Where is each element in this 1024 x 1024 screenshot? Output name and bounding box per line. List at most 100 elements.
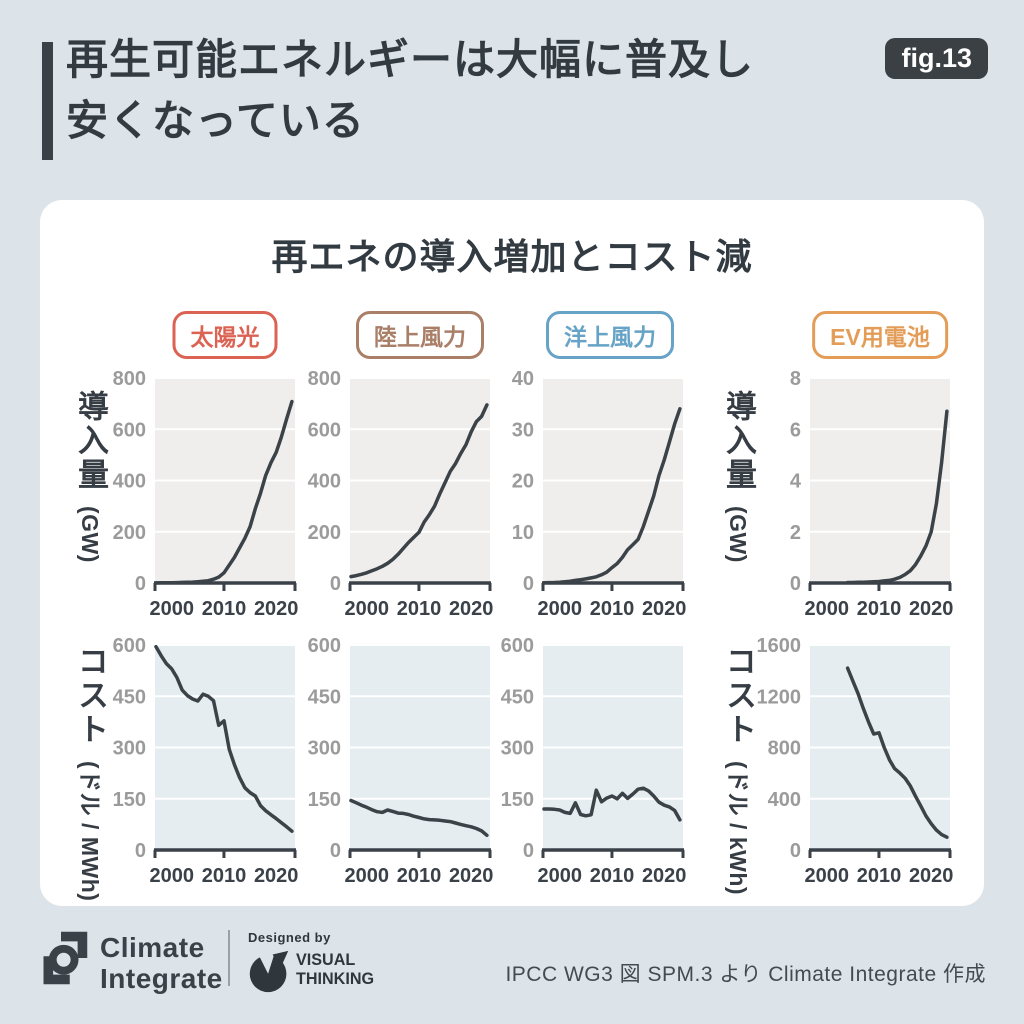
- adoption-label-text: 導入量: [73, 390, 108, 492]
- onshore-wind-cost-chart: 0 150 300 450 600 2000 2010 2020: [294, 635, 500, 890]
- svg-text:2020: 2020: [642, 865, 687, 887]
- svg-text:2010: 2010: [397, 598, 442, 620]
- svg-text:40: 40: [512, 370, 534, 390]
- figure-number-badge: fig.13: [885, 38, 988, 79]
- svg-text:2000: 2000: [344, 865, 389, 887]
- brand-line2: Integrate: [100, 963, 223, 995]
- category-pill-ev-battery: EV用電池: [812, 311, 948, 359]
- svg-text:2010: 2010: [590, 865, 635, 887]
- cost-unit-mwh-text: (ドル / MWh): [77, 761, 103, 902]
- svg-text:0: 0: [790, 573, 801, 595]
- svg-text:1600: 1600: [757, 637, 802, 657]
- footer-divider: [228, 930, 230, 986]
- designer-line2: THINKING: [296, 968, 375, 988]
- svg-text:2000: 2000: [344, 598, 389, 620]
- svg-text:2020: 2020: [449, 865, 494, 887]
- svg-text:2010: 2010: [857, 865, 902, 887]
- svg-text:2020: 2020: [254, 865, 299, 887]
- svg-text:600: 600: [308, 419, 341, 441]
- svg-text:2000: 2000: [149, 865, 194, 887]
- svg-text:2000: 2000: [537, 598, 582, 620]
- svg-text:2010: 2010: [590, 598, 635, 620]
- svg-text:4: 4: [790, 471, 802, 493]
- svg-text:0: 0: [135, 840, 146, 862]
- offshore-wind-cost-chart: 0 150 300 450 600 2000 2010 2020: [487, 635, 693, 890]
- svg-text:1200: 1200: [757, 686, 802, 708]
- svg-text:0: 0: [523, 573, 534, 595]
- svg-text:0: 0: [135, 573, 146, 595]
- svg-text:2000: 2000: [804, 598, 849, 620]
- designed-by-label: Designed by: [248, 930, 331, 945]
- svg-text:150: 150: [113, 789, 146, 811]
- category-pill-solar: 太陽光: [172, 311, 278, 359]
- svg-text:2010: 2010: [202, 865, 247, 887]
- svg-text:2: 2: [790, 522, 801, 544]
- svg-text:6: 6: [790, 419, 801, 441]
- svg-text:150: 150: [501, 789, 534, 811]
- climate-integrate-brand-text: Climate Integrate: [100, 932, 223, 995]
- svg-text:2020: 2020: [449, 598, 494, 620]
- svg-text:600: 600: [113, 419, 146, 441]
- y-axis-label-cost-left: コスト (ドル / MWh): [68, 645, 117, 901]
- svg-text:20: 20: [512, 471, 534, 493]
- svg-text:300: 300: [501, 738, 534, 760]
- page-title-line2: 安くなっている: [66, 96, 365, 144]
- svg-text:600: 600: [113, 637, 146, 657]
- ev-battery-adoption-chart: 0 2 4 6 8 2000 2010 2020: [754, 368, 960, 623]
- cost-label-text: コスト: [721, 645, 756, 747]
- offshore-wind-adoption-chart: 0 10 20 30 40 2000 2010 2020: [487, 368, 693, 623]
- designer-line1: VISUAL: [296, 950, 356, 969]
- svg-text:0: 0: [330, 573, 341, 595]
- svg-text:2010: 2010: [202, 598, 247, 620]
- svg-text:0: 0: [523, 840, 534, 862]
- y-axis-label-adoption-left: 導入量 (GW): [68, 390, 113, 563]
- cost-unit-kwh-text: (ドル / kWh): [725, 761, 751, 896]
- svg-text:600: 600: [308, 637, 341, 657]
- svg-text:2000: 2000: [537, 865, 582, 887]
- y-axis-label-cost-right: コスト (ドル / kWh): [716, 645, 765, 895]
- brand-line1: Climate: [100, 932, 205, 963]
- category-pill-onshore-wind: 陸上風力: [356, 311, 484, 359]
- svg-text:2020: 2020: [254, 598, 299, 620]
- svg-text:150: 150: [308, 789, 341, 811]
- svg-text:300: 300: [113, 738, 146, 760]
- svg-text:450: 450: [501, 686, 534, 708]
- svg-text:300: 300: [308, 738, 341, 760]
- visual-thinking-logo-icon: [247, 949, 291, 998]
- svg-text:800: 800: [113, 370, 146, 390]
- svg-text:400: 400: [768, 789, 801, 811]
- svg-text:600: 600: [501, 637, 534, 657]
- svg-text:2020: 2020: [642, 598, 687, 620]
- svg-text:800: 800: [768, 738, 801, 760]
- category-pill-offshore-wind: 洋上風力: [546, 311, 674, 359]
- svg-text:2020: 2020: [909, 865, 954, 887]
- title-accent-bar: [42, 42, 53, 160]
- page-title: 再生可能エネルギーは大幅に普及し 安くなっている: [66, 30, 754, 152]
- card-title: 再エネの導入増加とコスト減: [271, 236, 753, 277]
- adoption-label-text: 導入量: [721, 390, 756, 492]
- svg-text:2010: 2010: [857, 598, 902, 620]
- svg-text:8: 8: [790, 370, 801, 390]
- onshore-wind-adoption-chart: 0 200 400 600 800 2000 2010 2020: [294, 368, 500, 623]
- svg-text:2020: 2020: [909, 598, 954, 620]
- svg-text:400: 400: [308, 471, 341, 493]
- page-title-line1: 再生可能エネルギーは大幅に普及し: [66, 36, 755, 83]
- svg-text:10: 10: [512, 522, 534, 544]
- y-axis-label-adoption-right: 導入量 (GW): [716, 390, 761, 563]
- ev-battery-cost-chart: 0 400 800 1200 1600 2000 2010 2020: [754, 635, 960, 890]
- cost-label-text: コスト: [73, 645, 108, 747]
- solar-cost-chart: 0 150 300 450 600 2000 2010 2020: [99, 635, 305, 890]
- svg-text:2000: 2000: [804, 865, 849, 887]
- svg-text:30: 30: [512, 419, 534, 441]
- chart-card: 再エネの導入増加とコスト減 太陽光 陸上風力 洋上風力 EV用電池 導入量 (GW…: [40, 200, 984, 906]
- adoption-unit-text: (GW): [725, 506, 751, 563]
- svg-text:2010: 2010: [397, 865, 442, 887]
- svg-text:200: 200: [308, 522, 341, 544]
- climate-integrate-logo-icon: [40, 928, 96, 993]
- visual-thinking-brand-text: VISUAL THINKING: [296, 950, 375, 988]
- svg-text:0: 0: [790, 840, 801, 862]
- svg-text:800: 800: [308, 370, 341, 390]
- svg-text:0: 0: [330, 840, 341, 862]
- solar-adoption-chart: 0 200 400 600 800 2000 2010 2020: [99, 368, 305, 623]
- svg-text:400: 400: [113, 471, 146, 493]
